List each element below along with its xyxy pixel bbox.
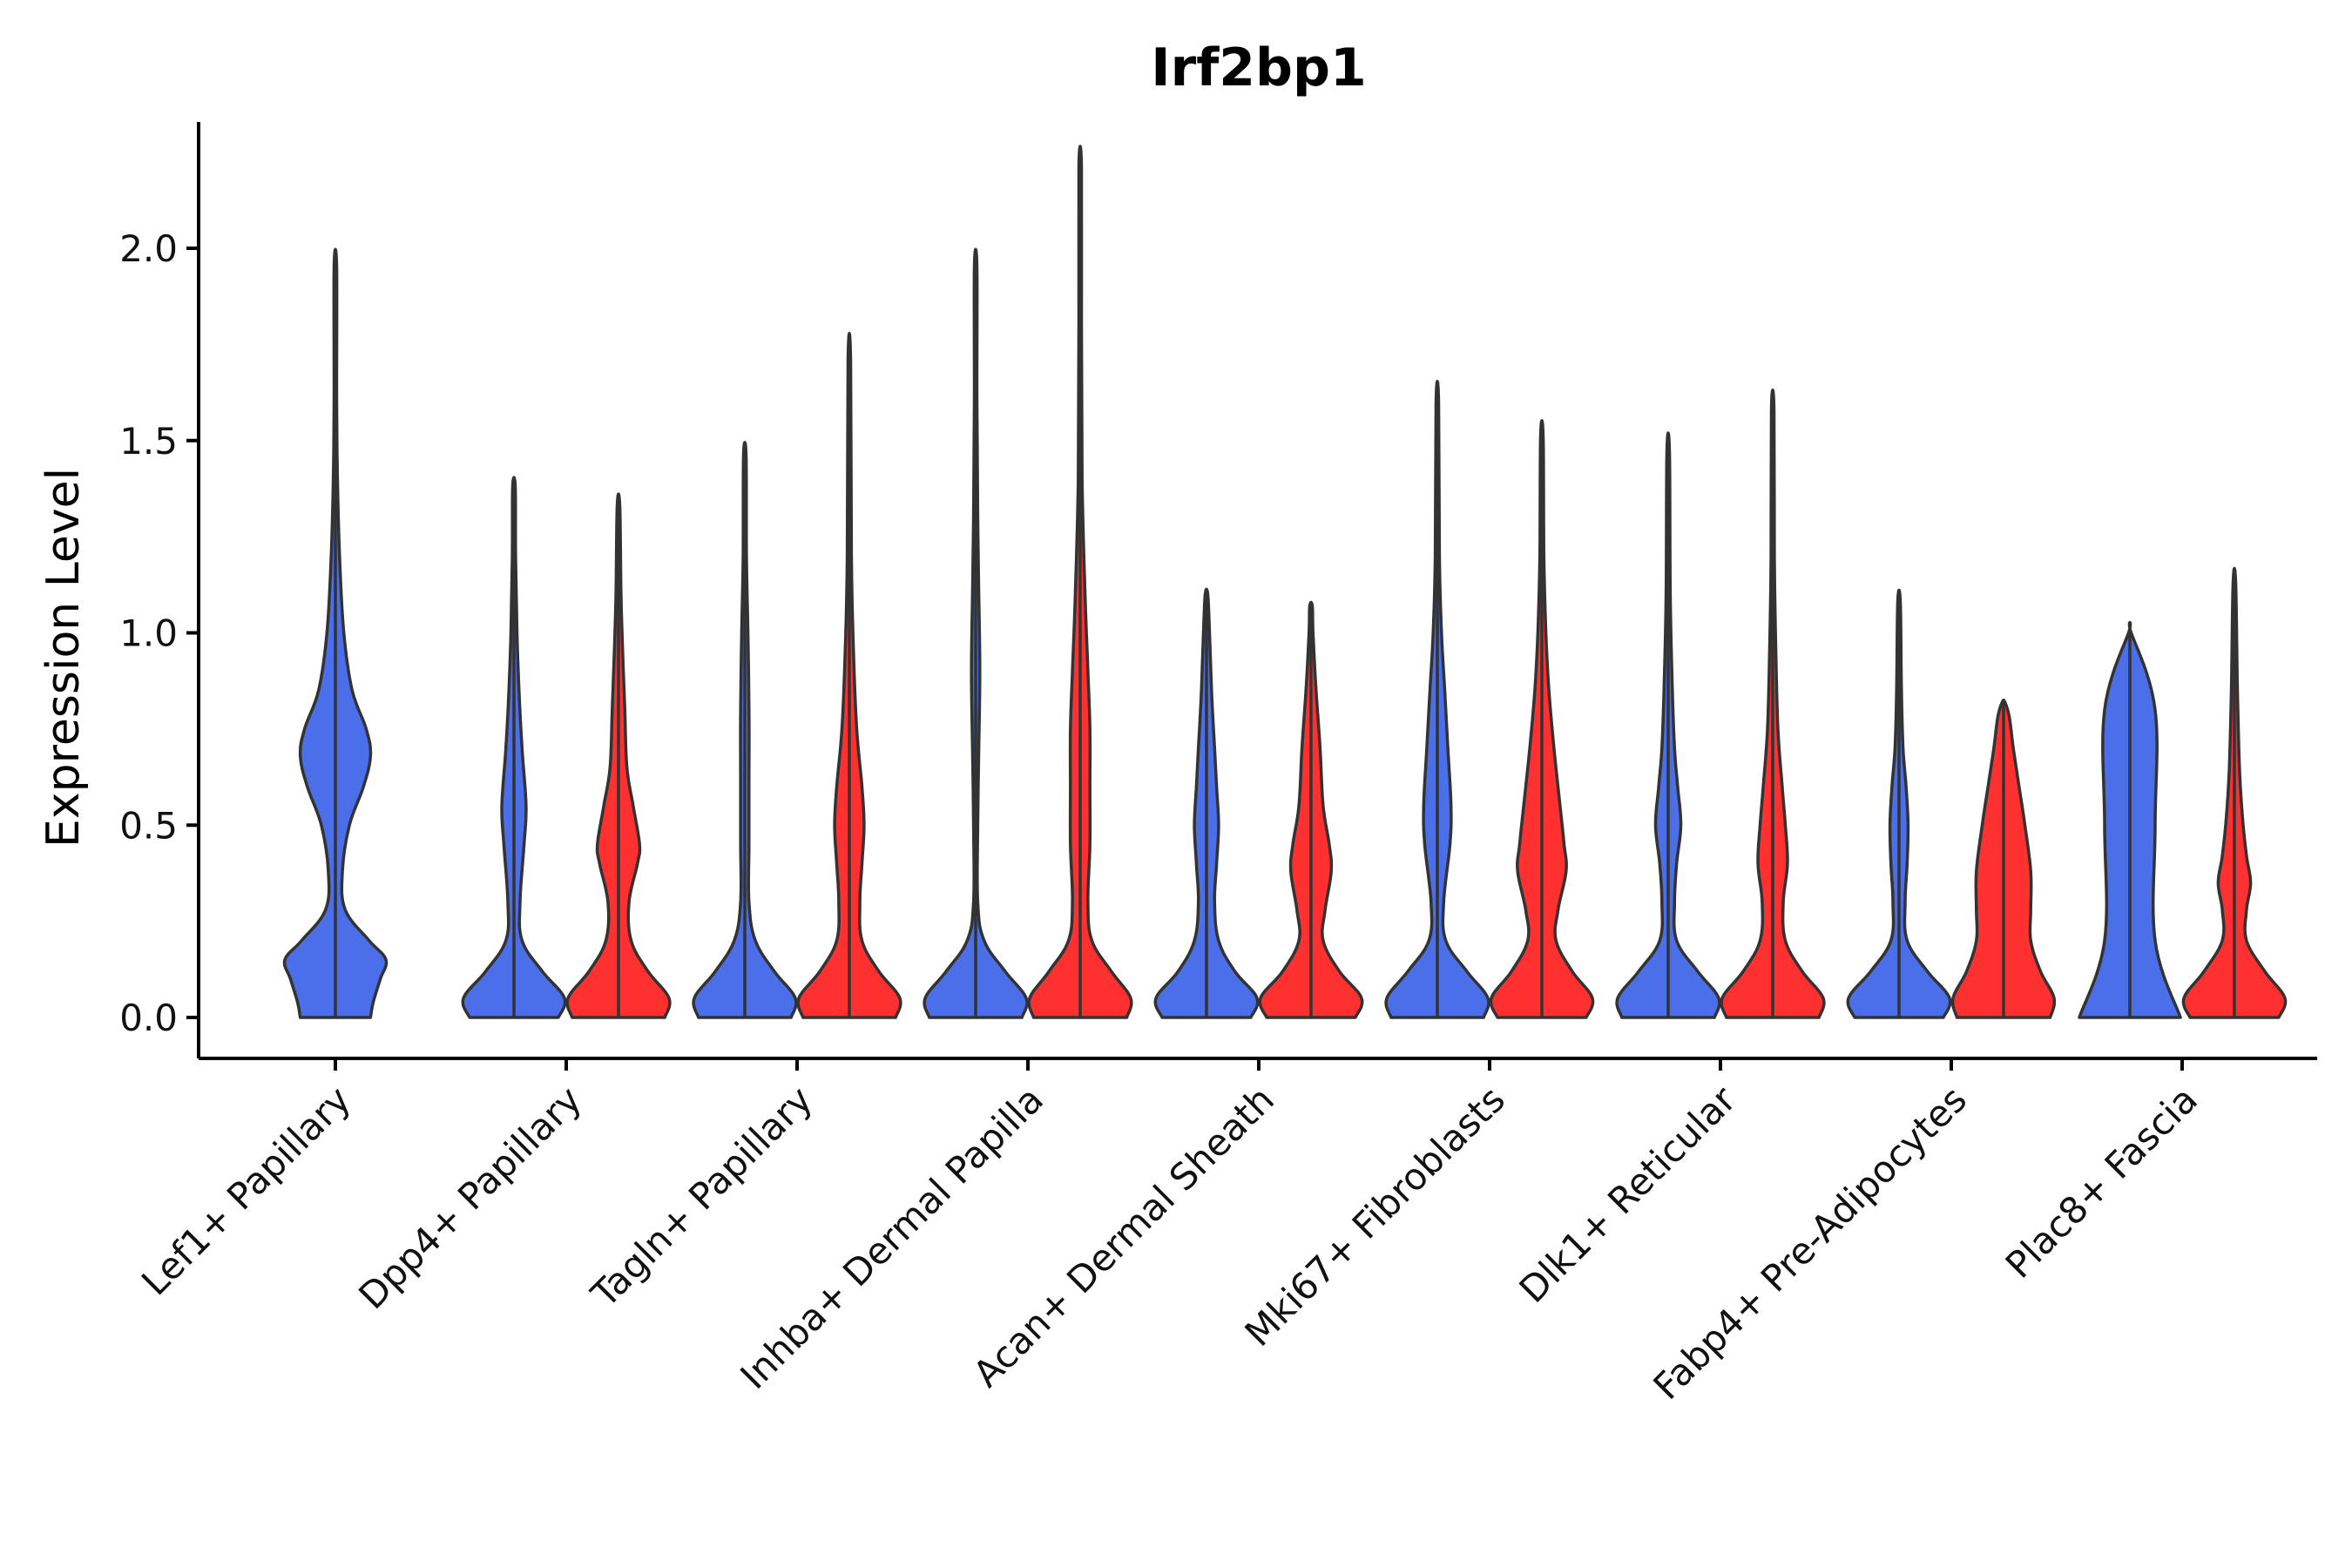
x-tick-label: Dpp4+ Papillary xyxy=(350,1078,590,1317)
y-tick-label: 0.5 xyxy=(119,804,178,847)
y-axis-title: Expression Level xyxy=(37,468,90,848)
x-tick-label: Lef1+ Papillary xyxy=(133,1078,359,1303)
y-tick-label: 1.0 xyxy=(119,612,178,655)
chart-title: Irf2bp1 xyxy=(1151,37,1366,98)
y-tick-label: 2.0 xyxy=(119,227,178,270)
y-tick-label: 1.5 xyxy=(119,420,178,463)
x-tick-label: Plac8+ Fascia xyxy=(1997,1078,2206,1286)
y-tick-label: 0.0 xyxy=(119,997,178,1039)
x-tick-label: Dlk1+ Reticular xyxy=(1511,1078,1745,1311)
x-tick-label: Tagln+ Papillary xyxy=(583,1078,821,1315)
violins-layer xyxy=(282,145,2288,1019)
x-tick-label: Mki67+ Fibroblasts xyxy=(1237,1078,1513,1354)
